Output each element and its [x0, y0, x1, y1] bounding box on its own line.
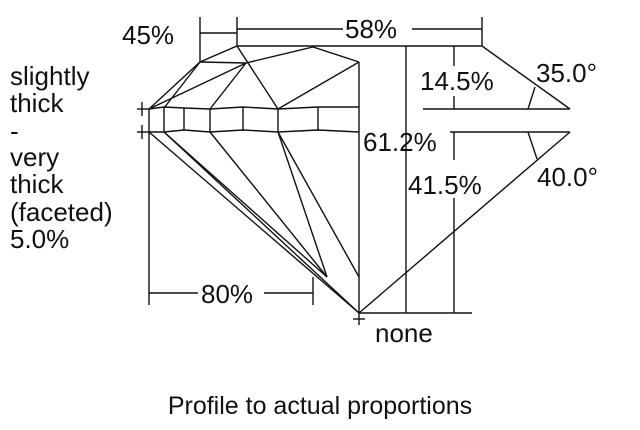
label-culet: none — [375, 318, 433, 348]
pavilion-angle-arc — [527, 131, 538, 160]
girdle-description: slightly thick - very thick (faceted) 5.… — [10, 61, 113, 254]
girdle-line: thick — [10, 88, 64, 118]
girdle-line: 5.0% — [10, 224, 69, 254]
crown-facet — [277, 61, 360, 110]
measurement-labels: 45% 58% 14.5% 35.0° 61.2% 41.5% 40.0° 80… — [122, 14, 598, 348]
crown-facet — [236, 45, 279, 110]
label-total-depth: 61.2% — [363, 127, 437, 157]
culet-marker — [353, 313, 365, 325]
crown-facet — [209, 62, 247, 110]
label-pavilion-depth: 41.5% — [408, 170, 482, 200]
girdle-facets — [148, 107, 319, 132]
girdle-line: thick — [10, 169, 64, 199]
girdle-line: (faceted) — [10, 197, 113, 227]
pavilion-facets — [148, 131, 360, 314]
girdle-line: - — [10, 116, 19, 146]
label-star-45: 45% — [122, 20, 174, 50]
pavilion-outline — [358, 131, 571, 314]
label-pavilion-angle: 40.0° — [537, 162, 598, 192]
girdle-bottom — [149, 129, 360, 133]
girdle-line: slightly — [10, 61, 89, 91]
girdle-line: very — [10, 142, 59, 172]
label-table: 58% — [345, 14, 397, 44]
girdle-top — [148, 106, 359, 110]
caption: Profile to actual proportions — [168, 392, 472, 420]
label-crown-height: 14.5% — [420, 66, 494, 96]
crown-facets — [199, 46, 360, 64]
diamond-profile — [137, 17, 571, 325]
crown-facet — [148, 62, 247, 110]
label-lower-half: 80% — [201, 279, 253, 309]
crown-angle-arc — [527, 86, 536, 110]
girdle-markers — [137, 102, 149, 139]
label-crown-angle: 35.0° — [536, 58, 597, 88]
crown-facet — [163, 61, 201, 109]
